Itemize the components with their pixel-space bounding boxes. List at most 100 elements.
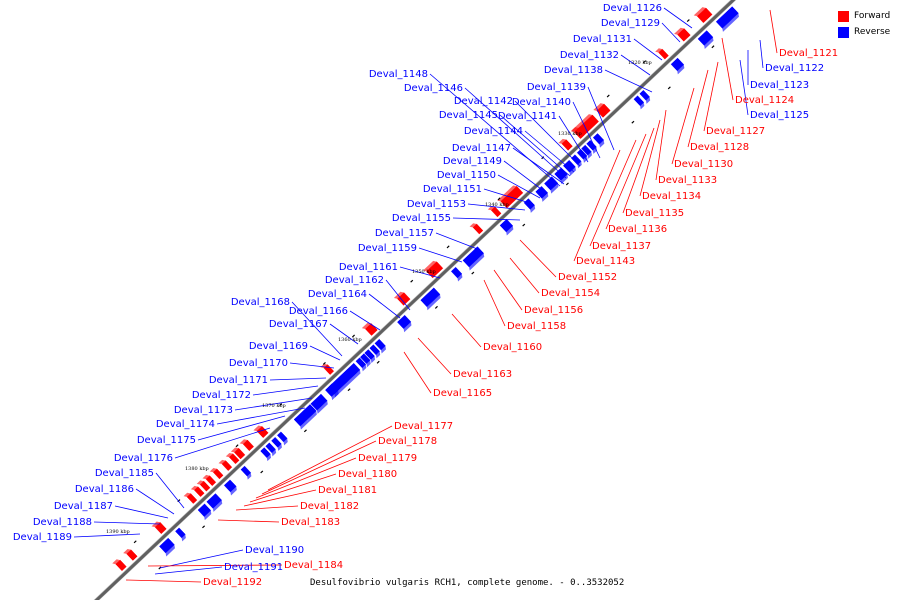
reverse-leader-16	[497, 174, 541, 199]
reverse-gene-6-top	[599, 140, 605, 148]
reverse-label-33: Deval_1174	[156, 419, 215, 430]
reverse-leader-38	[114, 505, 169, 519]
genome-backbone	[93, 0, 737, 600]
forward-label-6: Deval_1133	[658, 175, 717, 186]
reverse-label-40: Deval_1189	[13, 532, 72, 543]
forward-label-11: Deval_1143	[576, 256, 635, 267]
reverse-leader-34	[197, 415, 286, 441]
reverse-leader-39	[93, 521, 161, 525]
reverse-gene-29-top	[307, 410, 317, 423]
forward-gene-3-top	[655, 48, 663, 53]
reverse-label-34: Deval_1175	[137, 435, 196, 446]
reverse-label-13: Deval_1147	[452, 143, 511, 154]
reverse-gene-21-top	[381, 345, 387, 354]
genome-caption: Desulfovibrio vulgaris RCH1, complete ge…	[310, 578, 625, 588]
marker-6	[471, 271, 475, 275]
reverse-gene-32-top	[277, 443, 282, 451]
reverse-leader-10	[524, 130, 575, 173]
legend-reverse: Reverse	[838, 24, 890, 40]
reverse-gene-26-top	[334, 369, 361, 398]
reverse-label-26: Deval_1167	[269, 319, 328, 330]
reverse-leader-7	[572, 101, 601, 159]
forward-leader-18	[403, 351, 432, 394]
reverse-leader-32	[234, 397, 313, 411]
marker-b-6	[446, 245, 450, 249]
marker-11	[260, 470, 264, 474]
reverse-leader-9	[514, 100, 581, 167]
marker-8	[376, 360, 380, 364]
reverse-swatch	[838, 26, 849, 38]
forward-gene-15-top	[253, 425, 263, 432]
forward-label-27: Deval_1192	[203, 577, 262, 588]
reverse-label-38: Deval_1187	[54, 501, 113, 512]
forward-gene-19-top	[218, 459, 226, 465]
reverse-leader-2	[661, 22, 681, 43]
marker-b-5	[497, 197, 501, 201]
reverse-leader-26	[329, 323, 359, 345]
forward-leader-21	[255, 457, 357, 499]
marker-b-13	[133, 540, 137, 544]
forward-label-25: Deval_1183	[281, 517, 340, 528]
forward-leader-26	[147, 564, 283, 567]
forward-label-14: Deval_1156	[524, 305, 583, 316]
reverse-leader-4	[620, 54, 651, 76]
forward-label-4: Deval_1128	[690, 142, 749, 153]
marker-4	[565, 182, 569, 186]
marker-12	[202, 525, 206, 529]
reverse-leader-19	[452, 217, 521, 221]
reverse-label-42: Deval_1191	[224, 562, 283, 573]
reverse-gene-2-top	[704, 37, 714, 49]
forward-gene-2-top	[674, 27, 685, 35]
forward-leader-5	[671, 87, 695, 165]
reverse-label-28: Deval_1169	[249, 341, 308, 352]
reverse-leader-6	[587, 86, 615, 151]
reverse-leader-13	[512, 147, 565, 185]
marker-b-12	[177, 499, 181, 503]
forward-leader-13	[509, 257, 540, 294]
reverse-leader-45	[739, 59, 749, 116]
reverse-gene-39-top	[181, 534, 186, 542]
forward-label-19: Deval_1177	[394, 421, 453, 432]
forward-gene-7-top	[558, 138, 567, 144]
reverse-leader-1	[663, 7, 693, 29]
reverse-label-5: Deval_1138	[544, 65, 603, 76]
reverse-leader-33	[216, 407, 306, 425]
marker-b-2	[643, 60, 647, 64]
forward-gene-24-top	[183, 492, 191, 497]
backbone-line	[94, 0, 736, 600]
forward-gene-22-top	[196, 480, 204, 485]
reverse-leader-30	[269, 377, 327, 381]
forward-label-16: Deval_1160	[483, 342, 542, 353]
reverse-label-9: Deval_1142	[454, 96, 513, 107]
reverse-label-27: Deval_1168	[231, 297, 290, 308]
marker-7	[434, 305, 438, 309]
forward-gene-4-top	[593, 103, 605, 111]
forward-gene-8-top	[497, 185, 517, 202]
forward-gene-26-top	[123, 548, 132, 554]
reverse-leader-12	[464, 87, 567, 179]
forward-label-9: Deval_1136	[608, 224, 667, 235]
forward-leader-24	[235, 505, 299, 511]
reverse-label-14: Deval_1148	[369, 69, 428, 80]
reverse-leader-22	[399, 266, 441, 279]
reverse-label-31: Deval_1172	[192, 390, 251, 401]
forward-leader-20	[261, 440, 377, 495]
reverse-gene-18-top	[457, 273, 463, 282]
reverse-gene-14-top	[541, 192, 549, 202]
reverse-label-7: Deval_1140	[512, 97, 571, 108]
forward-leader-10	[589, 139, 637, 247]
reverse-label-17: Deval_1151	[423, 184, 482, 195]
reverse-gene-24-top	[366, 360, 371, 368]
legend-forward: Forward	[838, 8, 890, 24]
forward-label-1: Deval_1121	[779, 48, 838, 59]
legend-forward-label: Forward	[854, 11, 891, 21]
forward-leader-8	[622, 127, 655, 214]
reverse-leader-42	[154, 566, 223, 575]
reverse-label-45: Deval_1125	[750, 110, 809, 121]
reverse-gene-13-top	[550, 183, 559, 194]
reverse-gene-9-top	[583, 155, 588, 163]
marker-b-3	[606, 94, 610, 98]
forward-gene-13-top	[361, 322, 372, 329]
forward-label-2: Deval_1124	[735, 95, 794, 106]
